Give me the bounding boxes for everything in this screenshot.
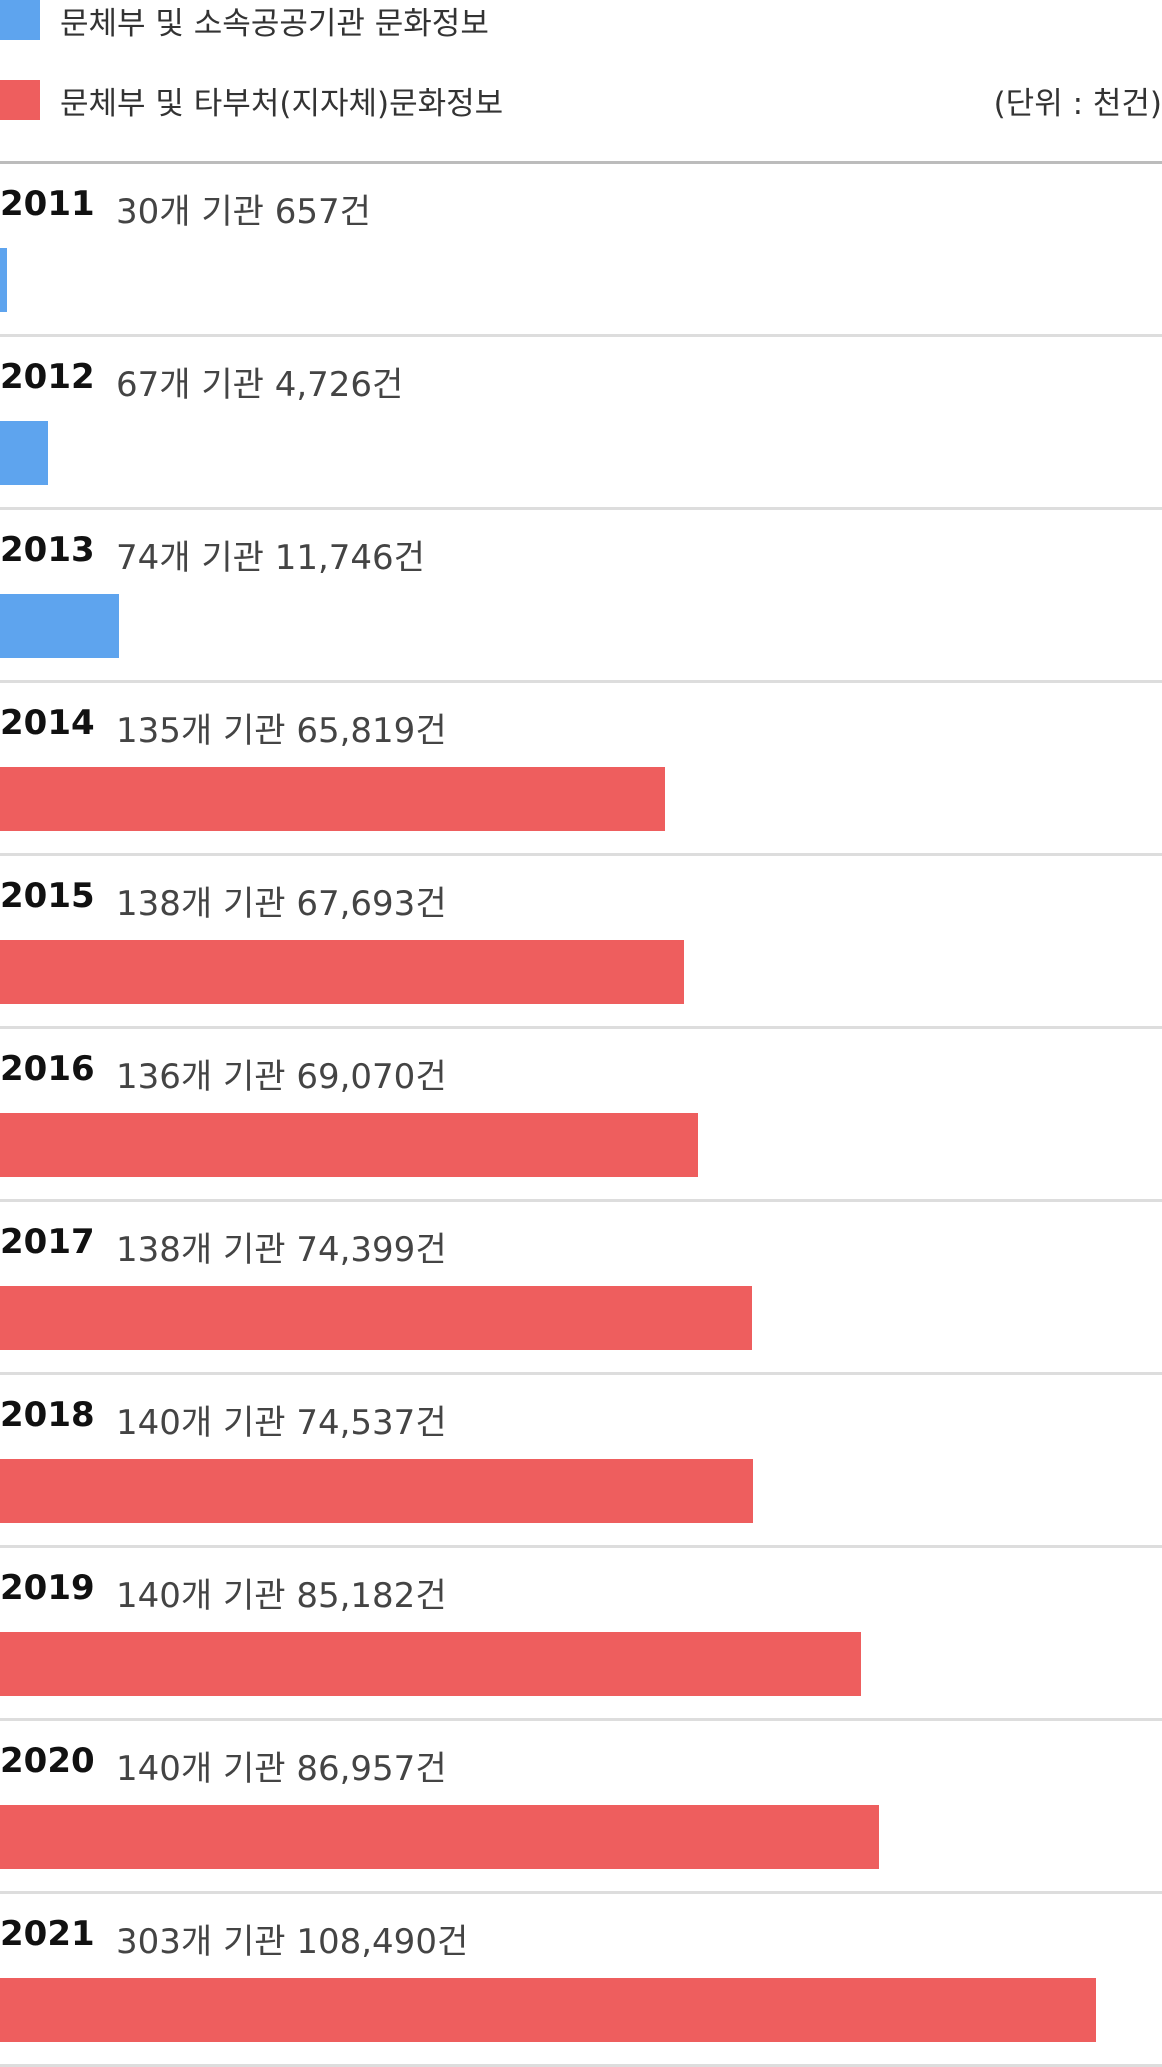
row-divider [0, 507, 1162, 510]
legend-label: 문체부 및 소속공공기관 문화정보 [60, 5, 489, 42]
value-label: 67개 기관 4,726건 [116, 365, 404, 405]
legend-swatch-red [0, 80, 40, 120]
value-label: 74개 기관 11,746건 [116, 538, 425, 578]
bar-2019 [0, 1632, 861, 1696]
value-label: 140개 기관 74,537건 [116, 1403, 447, 1443]
bar-2012 [0, 421, 48, 485]
bar-row-2014: 2014 135개 기관 65,819건 [0, 683, 1162, 856]
legend-label: 문체부 및 타부처(지자체)문화정보 [60, 85, 504, 122]
bar-row-2020: 2020 140개 기관 86,957건 [0, 1721, 1162, 1894]
value-label: 138개 기관 67,693건 [116, 884, 447, 924]
year-label: 2013 [0, 530, 95, 570]
year-label: 2011 [0, 184, 95, 224]
value-label: 303개 기관 108,490건 [116, 1922, 469, 1962]
unit-label: (단위 : 천건) [993, 86, 1162, 122]
bar-2013 [0, 594, 119, 658]
legend-swatch-blue [0, 0, 40, 40]
year-label: 2014 [0, 703, 95, 743]
bar-2014 [0, 767, 665, 831]
value-label: 140개 기관 86,957건 [116, 1749, 447, 1789]
value-label: 140개 기관 85,182건 [116, 1576, 447, 1616]
year-label: 2021 [0, 1914, 95, 1954]
row-divider [0, 334, 1162, 337]
year-label: 2018 [0, 1395, 95, 1435]
year-label: 2015 [0, 876, 95, 916]
legend-item-affiliated: 문체부 및 소속공공기관 문화정보 [0, 0, 489, 42]
bar-row-2012: 2012 67개 기관 4,726건 [0, 337, 1162, 510]
row-divider [0, 1372, 1162, 1375]
chart-top-divider [0, 161, 1162, 164]
row-divider [0, 1891, 1162, 1894]
row-divider [0, 1026, 1162, 1029]
value-label: 135개 기관 65,819건 [116, 711, 447, 751]
year-label: 2012 [0, 357, 95, 397]
bar-row-2021: 2021 303개 기관 108,490건 [0, 1894, 1162, 2067]
bar-2018 [0, 1459, 753, 1523]
bar-row-2019: 2019 140개 기관 85,182건 [0, 1548, 1162, 1721]
bar-row-2017: 2017 138개 기관 74,399건 [0, 1202, 1162, 1375]
legend-item-other-ministries: 문체부 및 타부처(지자체)문화정보 [0, 80, 504, 122]
bar-2011 [0, 248, 7, 312]
bar-row-2013: 2013 74개 기관 11,746건 [0, 510, 1162, 683]
year-label: 2017 [0, 1222, 95, 1262]
value-label: 30개 기관 657건 [116, 192, 371, 232]
bar-row-2015: 2015 138개 기관 67,693건 [0, 856, 1162, 1029]
bar-2015 [0, 940, 684, 1004]
bar-2021 [0, 1978, 1096, 2042]
bar-row-2016: 2016 136개 기관 69,070건 [0, 1029, 1162, 1202]
row-divider [0, 1718, 1162, 1721]
bar-2020 [0, 1805, 879, 1869]
value-label: 136개 기관 69,070건 [116, 1057, 447, 1097]
bar-row-2018: 2018 140개 기관 74,537건 [0, 1375, 1162, 1548]
bar-2017 [0, 1286, 752, 1350]
year-label: 2019 [0, 1568, 95, 1608]
bar-row-2011: 2011 30개 기관 657건 [0, 164, 1162, 337]
row-divider [0, 1545, 1162, 1548]
year-label: 2020 [0, 1741, 95, 1781]
row-divider [0, 680, 1162, 683]
bar-2016 [0, 1113, 698, 1177]
row-divider [0, 853, 1162, 856]
value-label: 138개 기관 74,399건 [116, 1230, 447, 1270]
year-label: 2016 [0, 1049, 95, 1089]
row-divider [0, 1199, 1162, 1202]
